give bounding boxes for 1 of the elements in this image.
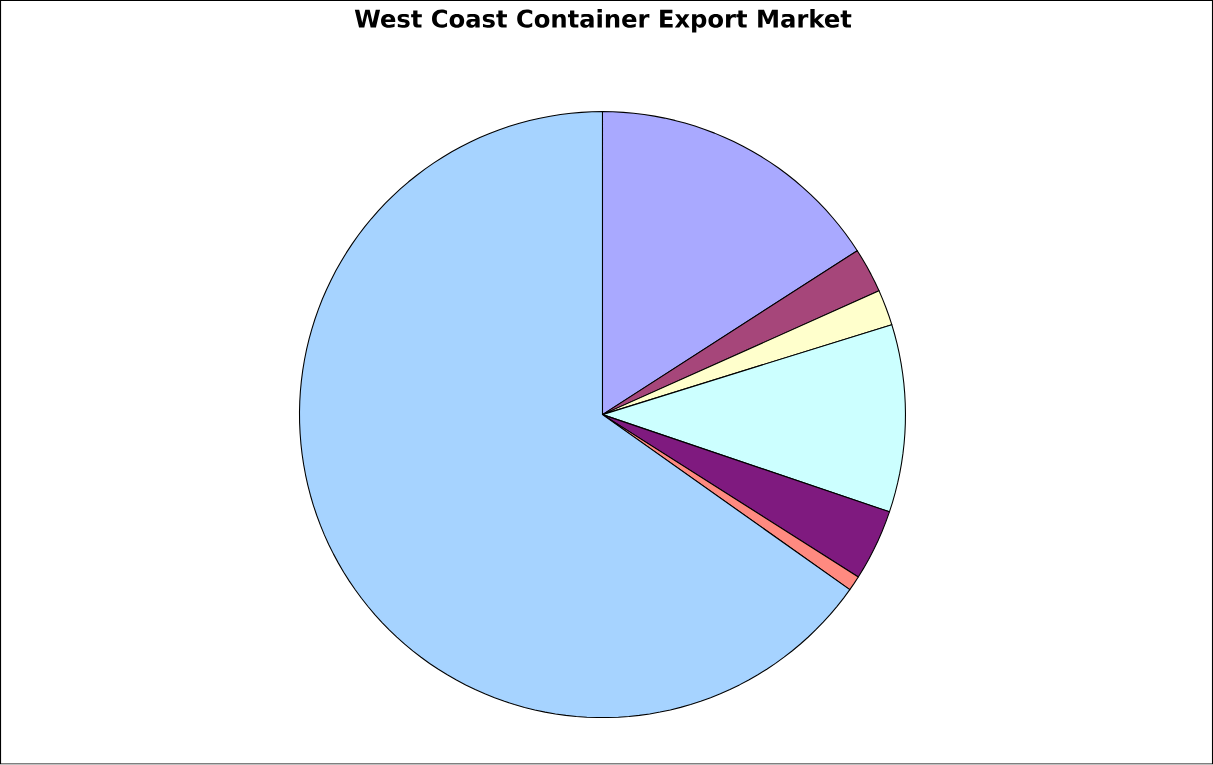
chart-title: West Coast Container Export Market: [354, 9, 852, 33]
